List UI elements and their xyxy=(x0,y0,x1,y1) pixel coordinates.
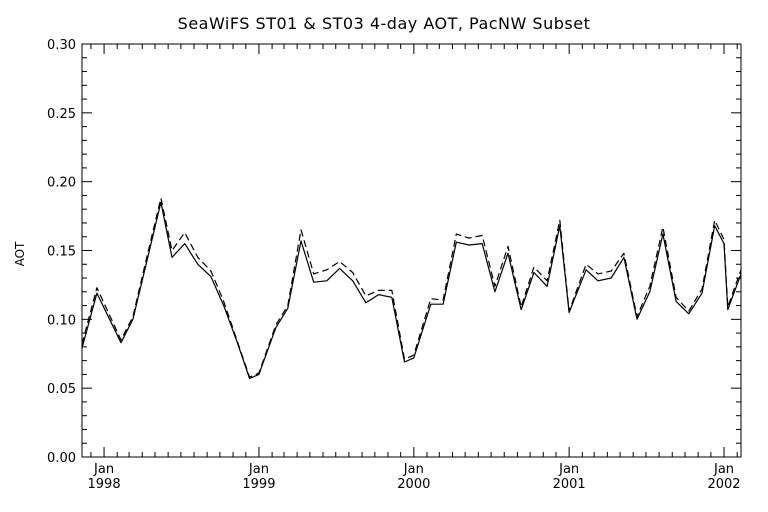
y-tick-label: 0.05 xyxy=(47,382,76,397)
x-tick-label-year: 1998 xyxy=(88,477,121,492)
x-tick-label-year: 2002 xyxy=(707,477,740,492)
y-axis: 0.00 0.05 0.10 0.15 0.20 0.25 0.30 xyxy=(47,38,741,466)
x-tick-label-month: Jan xyxy=(248,462,269,477)
series-line-dashed xyxy=(81,197,742,378)
plot-border xyxy=(81,43,742,458)
x-tick-label-month: Jan xyxy=(558,462,579,477)
y-tick-label: 0.10 xyxy=(47,313,76,328)
y-tick-label: 0.15 xyxy=(47,245,76,260)
series-lines xyxy=(81,197,742,380)
y-tick-label: 0.20 xyxy=(47,176,76,191)
x-tick-label-month: Jan xyxy=(713,462,734,477)
y-tick-label: 0.25 xyxy=(47,107,76,122)
x-tick-label-month: Jan xyxy=(93,462,114,477)
y-tick-label: 0.30 xyxy=(47,38,76,53)
plot-frame xyxy=(81,43,742,458)
chart-title: SeaWiFS ST01 & ST03 4-day AOT, PacNW Sub… xyxy=(177,14,591,33)
x-tick-label-year: 2000 xyxy=(397,477,430,492)
x-tick-label-year: 2001 xyxy=(553,477,586,492)
y-tick-label: 0.00 xyxy=(47,451,76,466)
series-line-solid xyxy=(81,201,742,380)
x-tick-label-month: Jan xyxy=(403,462,424,477)
x-tick-label-year: 1999 xyxy=(242,477,275,492)
